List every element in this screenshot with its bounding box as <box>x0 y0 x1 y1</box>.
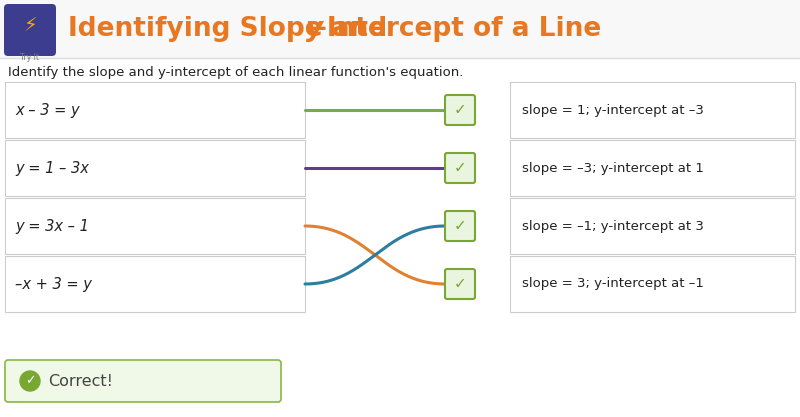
Text: Identify the slope and y-intercept of each linear function's equation.: Identify the slope and y-intercept of ea… <box>8 65 463 78</box>
Circle shape <box>20 371 40 391</box>
Text: ✓: ✓ <box>454 276 466 291</box>
Text: Try It: Try It <box>21 53 39 61</box>
FancyBboxPatch shape <box>510 256 795 312</box>
FancyBboxPatch shape <box>445 153 475 183</box>
FancyBboxPatch shape <box>5 360 281 402</box>
FancyBboxPatch shape <box>445 269 475 299</box>
FancyBboxPatch shape <box>4 4 56 56</box>
Text: y: y <box>306 16 323 42</box>
Text: y = 1 – 3x: y = 1 – 3x <box>15 161 89 176</box>
FancyBboxPatch shape <box>5 198 305 254</box>
Text: Identifying Slope and: Identifying Slope and <box>68 16 396 42</box>
Text: ⚡: ⚡ <box>23 17 37 35</box>
Text: Correct!: Correct! <box>48 374 113 389</box>
Text: ✓: ✓ <box>25 374 35 387</box>
Text: ✓: ✓ <box>454 103 466 118</box>
Text: y = 3x – 1: y = 3x – 1 <box>15 219 89 234</box>
FancyBboxPatch shape <box>0 0 800 58</box>
Text: –x + 3 = y: –x + 3 = y <box>15 276 92 291</box>
FancyBboxPatch shape <box>510 82 795 138</box>
Text: ✓: ✓ <box>454 161 466 176</box>
FancyBboxPatch shape <box>5 140 305 196</box>
Text: ✓: ✓ <box>454 219 466 234</box>
FancyBboxPatch shape <box>510 140 795 196</box>
Text: slope = 3; y-intercept at –1: slope = 3; y-intercept at –1 <box>522 277 704 291</box>
Text: -Intercept of a Line: -Intercept of a Line <box>316 16 602 42</box>
FancyBboxPatch shape <box>445 211 475 241</box>
FancyBboxPatch shape <box>5 82 305 138</box>
FancyBboxPatch shape <box>5 256 305 312</box>
Text: slope = –1; y-intercept at 3: slope = –1; y-intercept at 3 <box>522 219 704 233</box>
Text: slope = 1; y-intercept at –3: slope = 1; y-intercept at –3 <box>522 103 704 116</box>
FancyBboxPatch shape <box>445 95 475 125</box>
FancyBboxPatch shape <box>510 198 795 254</box>
Text: x – 3 = y: x – 3 = y <box>15 103 80 118</box>
Text: slope = –3; y-intercept at 1: slope = –3; y-intercept at 1 <box>522 161 704 174</box>
